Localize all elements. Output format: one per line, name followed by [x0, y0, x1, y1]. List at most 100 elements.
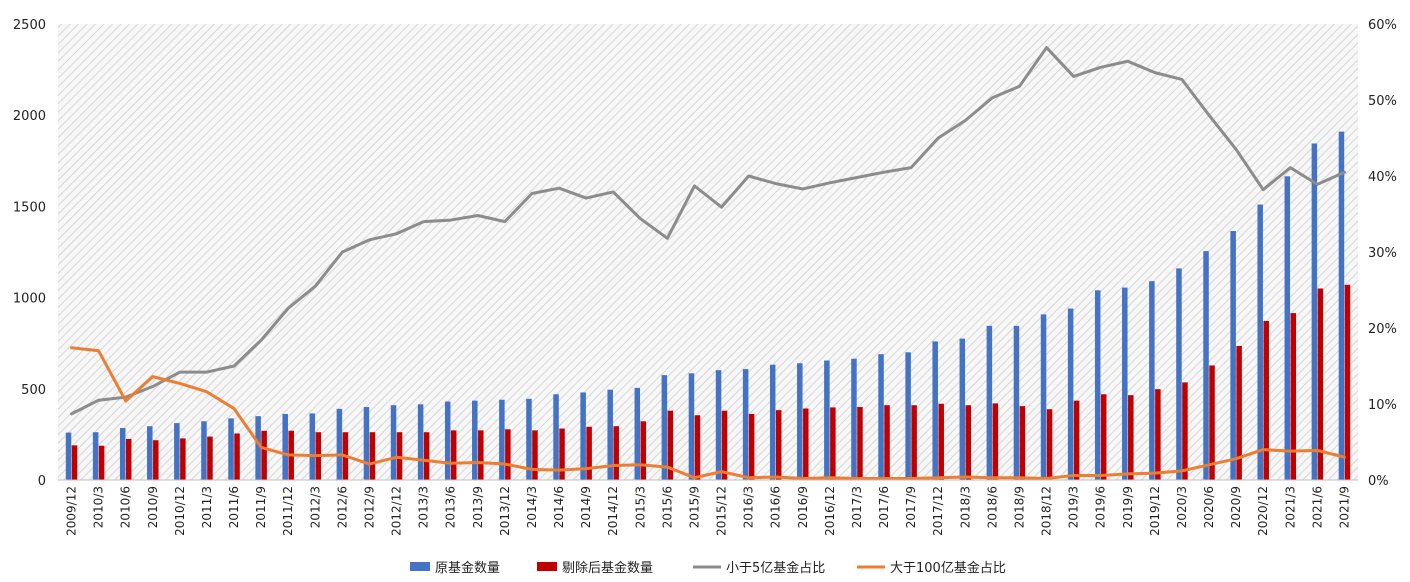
- bar-1-2019/9: [1128, 395, 1134, 480]
- x-tick-label: 2014/3: [525, 486, 539, 528]
- bar-0-2019/12: [1149, 281, 1155, 480]
- x-axis: 2009/12 2010/3 2010/6 2010/9 2010/12 2011/3 20…: [65, 486, 1352, 536]
- bar-1-2013/12: [505, 429, 511, 480]
- x-tick-label: 2017/3: [850, 486, 864, 528]
- x-tick-label: 2011/9: [254, 486, 268, 528]
- x-tick-label: 2012/3: [308, 486, 322, 528]
- right-axis: 0% 10% 20% 30% 40% 50% 60%: [1368, 18, 1397, 489]
- bar-series-group: [65, 131, 1351, 481]
- bar-0-2019/9: [1122, 287, 1128, 480]
- x-tick-label: 2014/6: [552, 486, 566, 528]
- bar-0-2011/6: [228, 418, 234, 480]
- x-tick-label: 2013/3: [417, 486, 431, 528]
- x-tick-label: 2012/9: [362, 486, 376, 528]
- bar-0-2011/9: [255, 416, 261, 480]
- right-tick-label: 0%: [1368, 474, 1389, 489]
- bar-1-2019/3: [1073, 400, 1080, 480]
- left-tick-label: 1500: [13, 200, 46, 215]
- bar-1-2016/3: [748, 413, 755, 480]
- right-tick-label: 20%: [1368, 322, 1397, 337]
- bar-0-2015/3: [634, 387, 641, 480]
- bar-0-2013/6: [444, 401, 451, 480]
- right-tick-label: 50%: [1368, 94, 1397, 109]
- x-tick-label: 2015/12: [715, 486, 729, 536]
- bar-1-2015/12: [721, 410, 728, 480]
- x-tick-label: 2013/6: [444, 486, 458, 528]
- bar-1-2018/3: [965, 405, 972, 480]
- line-series-group: [70, 46, 1346, 480]
- x-tick-label: 2018/6: [985, 486, 999, 528]
- bar-1-2018/12: [1046, 409, 1053, 480]
- bar-0-2016/9: [797, 363, 803, 480]
- bar-0-2011/12: [282, 413, 288, 480]
- bar-1-2014/3: [532, 430, 538, 480]
- bar-1-2010/9: [153, 440, 159, 480]
- bar-0-2015/12: [715, 370, 722, 480]
- x-tick-label: 2013/12: [498, 486, 512, 536]
- bar-1-2020/6: [1209, 365, 1215, 480]
- legend-label-2: 小于5亿基金占比: [726, 560, 825, 576]
- x-tick-label: 2014/9: [579, 486, 593, 528]
- bar-0-2016/3: [742, 369, 749, 480]
- left-axis: 0 500 1000 1500 2000 2500: [13, 18, 46, 489]
- bar-1-2010/6: [125, 438, 132, 480]
- bar-0-2019/3: [1067, 308, 1074, 480]
- bar-0-2021/3: [1284, 176, 1291, 480]
- bar-1-2020/9: [1236, 345, 1242, 480]
- x-tick-label: 2019/6: [1094, 486, 1108, 528]
- x-tick-label: 2017/6: [877, 486, 891, 528]
- bar-0-2012/9: [363, 407, 370, 480]
- bar-1-2018/9: [1019, 406, 1026, 480]
- x-tick-label: 2016/9: [796, 486, 810, 528]
- bar-0-2020/12: [1257, 204, 1263, 481]
- bar-1-2010/12: [180, 438, 186, 480]
- bar-1-2016/6: [775, 410, 782, 480]
- line-series-2: [70, 46, 1346, 416]
- bar-1-2021/3: [1290, 313, 1297, 480]
- right-tick-label: 10%: [1368, 398, 1397, 413]
- x-tick-label: 2016/12: [823, 486, 837, 536]
- bar-0-2017/12: [932, 341, 938, 480]
- left-tick-label: 500: [21, 383, 46, 398]
- bar-1-2014/6: [559, 428, 565, 480]
- bar-1-2009/12: [71, 445, 78, 480]
- bar-1-2011/6: [234, 433, 240, 480]
- bar-1-2015/3: [640, 421, 647, 480]
- x-tick-label: 2011/12: [281, 486, 295, 536]
- bar-0-2012/3: [309, 413, 316, 480]
- left-tick-label: 1000: [13, 292, 46, 307]
- x-tick-label: 2013/9: [471, 486, 485, 528]
- x-tick-label: 2019/12: [1148, 486, 1162, 536]
- x-tick-label: 2018/3: [958, 486, 972, 528]
- bar-0-2012/6: [336, 408, 343, 480]
- bar-1-2013/6: [450, 430, 457, 480]
- line-series-3: [70, 346, 1346, 480]
- bar-1-2020/3: [1182, 382, 1188, 480]
- bar-1-2016/12: [830, 407, 836, 480]
- x-tick-label: 2010/9: [146, 486, 160, 528]
- bar-1-2017/6: [884, 405, 890, 480]
- x-tick-label: 2020/9: [1229, 486, 1243, 528]
- bar-0-2018/6: [986, 325, 993, 480]
- left-tick-label: 2500: [13, 18, 46, 33]
- plot-area-background: [58, 24, 1358, 480]
- x-tick-label: 2018/9: [1012, 486, 1026, 528]
- bar-1-2011/3: [207, 436, 213, 480]
- bar-1-2010/3: [98, 445, 105, 480]
- bar-0-2017/3: [851, 358, 857, 480]
- bar-0-2013/3: [417, 404, 424, 480]
- bar-1-2013/3: [423, 432, 430, 480]
- x-tick-label: 2015/6: [660, 486, 674, 528]
- bar-0-2018/3: [959, 338, 966, 480]
- bar-0-2016/12: [824, 360, 830, 480]
- x-tick-label: 2015/3: [633, 486, 647, 528]
- legend: 原基金数量 剔除后基金数量 小于5亿基金占比 大于100亿基金占比: [410, 560, 1006, 576]
- bar-0-2010/6: [119, 428, 126, 480]
- bar-1-2015/6: [667, 410, 674, 480]
- x-tick-label: 2009/12: [65, 486, 79, 536]
- x-tick-label: 2012/12: [390, 486, 404, 536]
- bar-0-2021/9: [1338, 131, 1345, 480]
- bar-0-2018/9: [1013, 325, 1020, 480]
- x-tick-label: 2019/3: [1067, 486, 1081, 528]
